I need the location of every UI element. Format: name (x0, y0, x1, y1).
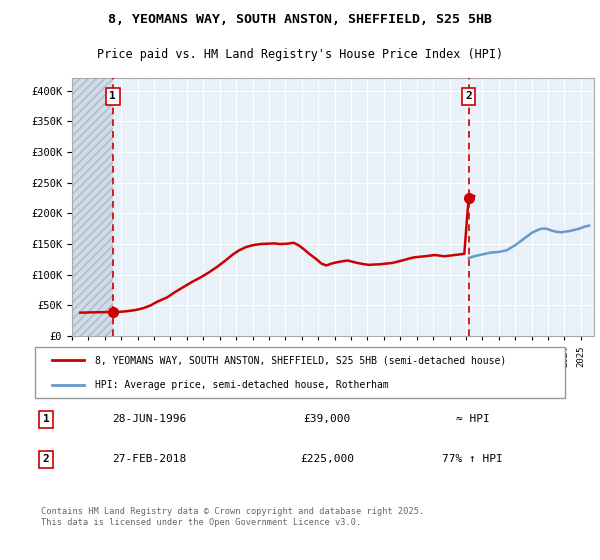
FancyBboxPatch shape (35, 347, 565, 398)
Text: 77% ↑ HPI: 77% ↑ HPI (442, 454, 503, 464)
Text: 1: 1 (43, 414, 50, 424)
Text: 28-JUN-1996: 28-JUN-1996 (112, 414, 186, 424)
Text: £225,000: £225,000 (300, 454, 354, 464)
Text: £39,000: £39,000 (304, 414, 350, 424)
Text: 2: 2 (43, 454, 50, 464)
Text: HPI: Average price, semi-detached house, Rotherham: HPI: Average price, semi-detached house,… (95, 380, 389, 390)
Text: 2: 2 (465, 91, 472, 101)
Text: 8, YEOMANS WAY, SOUTH ANSTON, SHEFFIELD, S25 5HB: 8, YEOMANS WAY, SOUTH ANSTON, SHEFFIELD,… (108, 13, 492, 26)
Text: 1: 1 (109, 91, 116, 101)
Text: Contains HM Land Registry data © Crown copyright and database right 2025.
This d: Contains HM Land Registry data © Crown c… (41, 507, 424, 527)
Text: ≈ HPI: ≈ HPI (456, 414, 490, 424)
Text: 8, YEOMANS WAY, SOUTH ANSTON, SHEFFIELD, S25 5HB (semi-detached house): 8, YEOMANS WAY, SOUTH ANSTON, SHEFFIELD,… (95, 355, 506, 365)
Text: Price paid vs. HM Land Registry's House Price Index (HPI): Price paid vs. HM Land Registry's House … (97, 48, 503, 62)
Text: 27-FEB-2018: 27-FEB-2018 (112, 454, 186, 464)
Bar (72, 78, 113, 336)
